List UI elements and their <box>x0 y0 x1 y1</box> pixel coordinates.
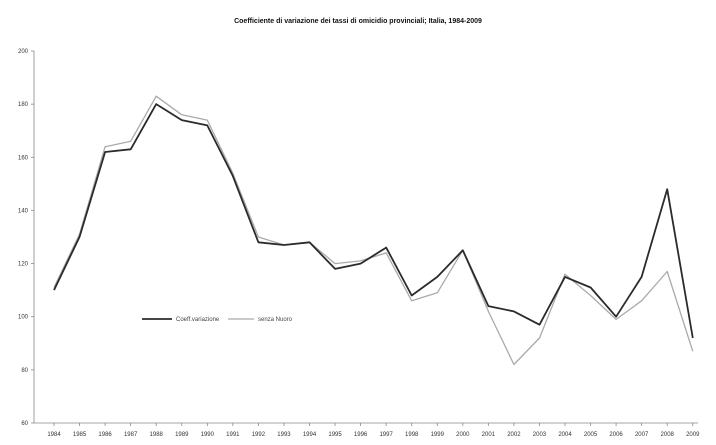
x-tick-label: 1986 <box>98 432 112 438</box>
chart-title: Coefficiente di variazione dei tassi di … <box>234 18 482 25</box>
x-tick-label: 1994 <box>303 432 317 438</box>
y-tick-label: 200 <box>18 49 29 55</box>
x-tick-label: 2008 <box>661 432 675 438</box>
x-tick-label: 1998 <box>405 432 419 438</box>
x-tick-label: 1997 <box>379 432 393 438</box>
x-tick-label: 1987 <box>124 432 138 438</box>
x-tick-label: 2002 <box>507 432 521 438</box>
y-tick-label: 180 <box>18 102 29 108</box>
y-tick-label: 60 <box>21 421 28 427</box>
x-tick-label: 2000 <box>456 432 470 438</box>
y-tick-label: 160 <box>18 155 29 161</box>
x-tick-label: 1992 <box>252 432 266 438</box>
x-tick-label: 1989 <box>175 432 189 438</box>
x-tick-label: 1985 <box>73 432 87 438</box>
x-tick-label: 1995 <box>328 432 342 438</box>
y-tick-label: 140 <box>18 208 29 214</box>
x-tick-label: 1990 <box>201 432 215 438</box>
x-tick-label: 2003 <box>533 432 547 438</box>
x-tick-label: 2005 <box>584 432 598 438</box>
x-tick-label: 1999 <box>431 432 445 438</box>
legend-label-senza-nuoro: senza Nuoro <box>258 317 293 323</box>
y-tick-label: 80 <box>21 368 28 374</box>
y-tick-label: 120 <box>18 262 29 268</box>
series-line-coeff-variazione <box>53 103 694 339</box>
x-tick-label: 1996 <box>354 432 368 438</box>
x-tick-label: 2006 <box>609 432 623 438</box>
x-tick-label: 1991 <box>226 432 240 438</box>
x-tick-label: 2001 <box>482 432 496 438</box>
legend-label-coeff-variazione: Coeff.variazione <box>176 317 220 323</box>
x-tick-label: 2004 <box>558 432 572 438</box>
x-tick-label: 2009 <box>686 432 700 438</box>
x-tick-label: 1993 <box>277 432 291 438</box>
series-line-senza-nuoro <box>53 95 694 366</box>
y-tick-label: 100 <box>18 315 29 321</box>
x-tick-label: 1988 <box>150 432 164 438</box>
x-tick-label: 2007 <box>635 432 649 438</box>
x-tick-label: 1984 <box>47 432 61 438</box>
